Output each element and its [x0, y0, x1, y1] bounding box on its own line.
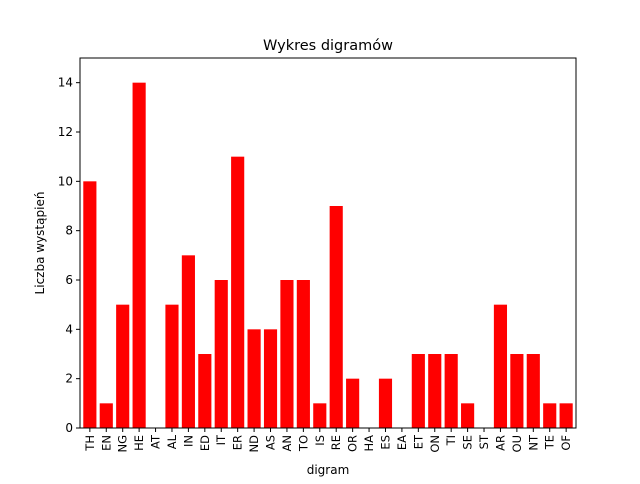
x-tick-label: ET [411, 434, 425, 449]
bars-group [83, 82, 573, 429]
x-tick-label: HA [362, 435, 376, 452]
x-tick-label: ED [198, 435, 212, 451]
bar-th [83, 181, 97, 428]
x-tick-label: AS [264, 435, 278, 450]
bar-he [132, 82, 146, 429]
x-tick-label: NG [116, 435, 130, 453]
bar-et [411, 354, 425, 428]
bar-en [99, 403, 113, 428]
y-tick-label: 12 [58, 125, 73, 139]
y-tick-label: 14 [58, 76, 73, 90]
x-tick-label: HE [132, 435, 146, 451]
bar-in [181, 255, 195, 428]
x-tick-label: ES [378, 435, 392, 450]
bar-to [296, 280, 310, 428]
chart-title: Wykres digramów [263, 38, 393, 54]
x-tick-label: RE [329, 435, 343, 450]
x-tick-label: ND [247, 435, 261, 453]
bar-re [329, 206, 343, 428]
bar-or [346, 378, 360, 428]
bar-ed [198, 354, 212, 428]
bar-of [559, 403, 573, 428]
bar-nd [247, 329, 261, 428]
x-tick-label: SE [461, 435, 475, 450]
y-tick-label: 6 [65, 273, 73, 287]
y-tick-label: 8 [65, 224, 73, 238]
bar-es [378, 378, 393, 428]
y-tick-label: 10 [58, 174, 73, 188]
bar-er [231, 156, 245, 428]
x-tick-label: ER [231, 435, 245, 450]
x-tick-label: IT [214, 434, 228, 445]
x-tick-label: ST [477, 434, 491, 449]
x-tick-label: IN [181, 435, 195, 447]
x-tick-label: ON [428, 435, 442, 453]
x-tick-label: OF [559, 435, 573, 451]
x-tick-label: AL [165, 434, 179, 449]
bar-te [543, 403, 557, 428]
bar-an [280, 280, 294, 428]
y-tick-label: 4 [65, 322, 73, 336]
x-tick-label: EN [99, 435, 113, 451]
x-tick-label: AT [149, 434, 163, 449]
bar-it [214, 280, 228, 428]
x-tick-label: EA [395, 435, 409, 450]
x-tick-label: TI [444, 435, 458, 446]
x-tick-label: OR [346, 435, 360, 452]
bar-ar [493, 304, 508, 428]
x-tick-label: AN [280, 435, 294, 451]
x-tick-label: NT [526, 434, 540, 451]
bar-ou [510, 354, 524, 428]
x-axis-ticks: TH EN NG HE AT AL IN ED IT ER ND AS AN TO IS RE OR HA ES EA… [83, 428, 573, 453]
y-axis-label: Liczba wystąpień [33, 192, 47, 295]
bar-on [428, 354, 442, 428]
bar-ti [444, 354, 458, 428]
x-tick-label: OU [510, 435, 524, 452]
bar-nt [526, 354, 540, 428]
x-tick-label: IS [313, 435, 327, 446]
bar-ng [116, 304, 130, 428]
x-axis-label: digram [307, 463, 350, 477]
bar-is [313, 403, 327, 428]
plot-frame [79, 57, 577, 429]
x-tick-label: TH [83, 435, 97, 452]
y-tick-label: 2 [65, 372, 73, 386]
bar-as [263, 329, 278, 428]
bar-se [461, 403, 475, 428]
x-tick-label: TE [543, 435, 557, 450]
y-axis-ticks: 0 2 4 6 8 10 12 14 [58, 76, 80, 435]
bar-al [165, 304, 179, 428]
x-tick-label: AR [493, 435, 507, 451]
x-tick-label: TO [296, 435, 310, 452]
y-tick-label: 0 [65, 421, 73, 435]
